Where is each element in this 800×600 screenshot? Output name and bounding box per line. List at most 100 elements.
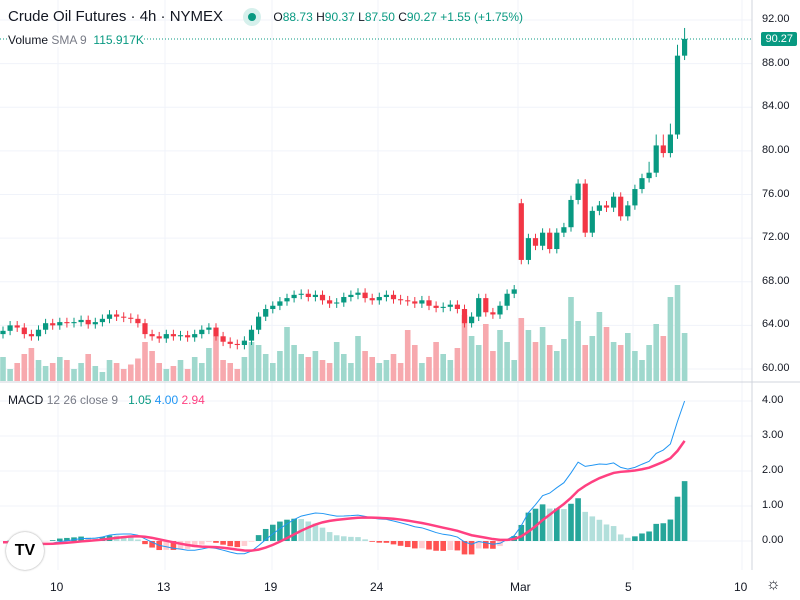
volume-bar (582, 345, 588, 381)
candle-body (554, 232, 560, 250)
macd-hist-bar (589, 516, 596, 541)
macd-hist-bar (220, 541, 226, 545)
candle-body (99, 318, 105, 323)
volume-bar (156, 363, 162, 381)
volume-bar (298, 354, 304, 381)
candle-body (149, 334, 155, 337)
candle-body (121, 316, 127, 318)
macd-hist-bar (191, 541, 198, 548)
candle-body (319, 294, 326, 301)
volume-bar (227, 363, 233, 381)
candle-body (142, 323, 148, 335)
volume-bar (525, 330, 532, 381)
macd-hist-bar (284, 519, 290, 541)
macd-hist-bar (639, 533, 645, 541)
volume-bar (42, 366, 49, 381)
volume-bar (35, 360, 42, 381)
macd-hist-bar (390, 541, 397, 545)
volume-bar (262, 354, 269, 381)
candle-body (85, 319, 91, 325)
time-tick: 24 (370, 580, 384, 594)
candle-body (440, 306, 446, 308)
candle-body (234, 343, 240, 346)
candle-body (270, 305, 276, 310)
candle-body (128, 317, 134, 319)
candle-body (618, 196, 624, 217)
volume-bar (291, 345, 297, 381)
symbol-title[interactable]: Crude Oil Futures · 4h · NYMEX (8, 8, 224, 25)
volume-bar (532, 342, 539, 381)
candle-body (185, 335, 191, 338)
macd-hist-bar (404, 541, 411, 548)
candle-body (14, 325, 20, 328)
candle-body (405, 300, 411, 302)
candle-body (433, 305, 439, 308)
macd-hist-bar (312, 523, 319, 541)
macd-hist-bar (135, 539, 141, 541)
volume-bar (497, 330, 503, 381)
macd-hist-bar (376, 541, 383, 543)
candle-body (78, 319, 84, 323)
tradingview-logo[interactable]: TV (6, 532, 44, 570)
macd-hist-bar (653, 523, 659, 541)
macd-hist-bar (475, 541, 482, 549)
candle-body (660, 145, 666, 154)
volume-bar (57, 357, 63, 381)
volume-legend[interactable]: Volume SMA 9 115.917K (8, 33, 144, 47)
macd-hist-bar (128, 537, 134, 541)
candle-body (64, 322, 70, 324)
candle-body (7, 325, 13, 331)
candle-body (447, 304, 453, 307)
macd-legend[interactable]: MACD 12 26 close 9 1.05 4.00 2.94 (8, 393, 205, 407)
volume-bar (639, 360, 645, 381)
candle-body (163, 334, 169, 339)
candle-body (334, 302, 340, 304)
volume-bar (426, 357, 432, 381)
candle-body (199, 329, 205, 335)
candle-body (156, 336, 162, 339)
volume-bar (681, 333, 688, 381)
candle-body (35, 329, 42, 337)
candle-body (227, 341, 233, 344)
settings-sun-icon[interactable]: ☼ (766, 576, 781, 593)
volume-bar (617, 345, 624, 381)
macd-hist-bar (170, 541, 177, 550)
volume-bar (419, 363, 425, 381)
volume-bar (355, 336, 361, 381)
candle-body (674, 55, 681, 135)
candle-body (305, 293, 311, 298)
volume-bar (248, 342, 255, 381)
candle-body (43, 323, 49, 330)
candle-body (241, 340, 247, 346)
macd-hist-bar (490, 541, 496, 549)
macd-hist-bar (64, 537, 70, 541)
volume-bar (312, 351, 319, 381)
candle-body (390, 294, 397, 300)
macd-hist-bar (333, 535, 340, 541)
macd-hist-bar (120, 536, 127, 541)
candle-body (50, 323, 56, 326)
macd-hist-bar (483, 541, 489, 549)
volume-bar (589, 336, 596, 381)
volume-bar (461, 315, 468, 381)
price-tick: 84.00 (762, 100, 790, 113)
macd-hist-bar (625, 537, 631, 541)
macd-hist-bar (412, 541, 418, 549)
volume-bar (561, 339, 567, 381)
time-tick: 10 (734, 580, 748, 594)
macd-hist-bar (177, 541, 184, 550)
candle-body (611, 196, 617, 208)
volume-bar (191, 357, 198, 381)
volume-bar (113, 363, 120, 381)
price-tick: 80.00 (762, 143, 790, 156)
macd-hist-bar (71, 537, 77, 541)
macd-hist-bar (277, 521, 283, 541)
macd-hist-bar (440, 541, 446, 551)
candle-body (639, 178, 645, 190)
volume-bar (333, 342, 340, 381)
volume-bar (674, 285, 681, 381)
candle-body (177, 335, 184, 337)
volume-bar (241, 357, 248, 381)
macd-hist-bar (227, 541, 233, 547)
